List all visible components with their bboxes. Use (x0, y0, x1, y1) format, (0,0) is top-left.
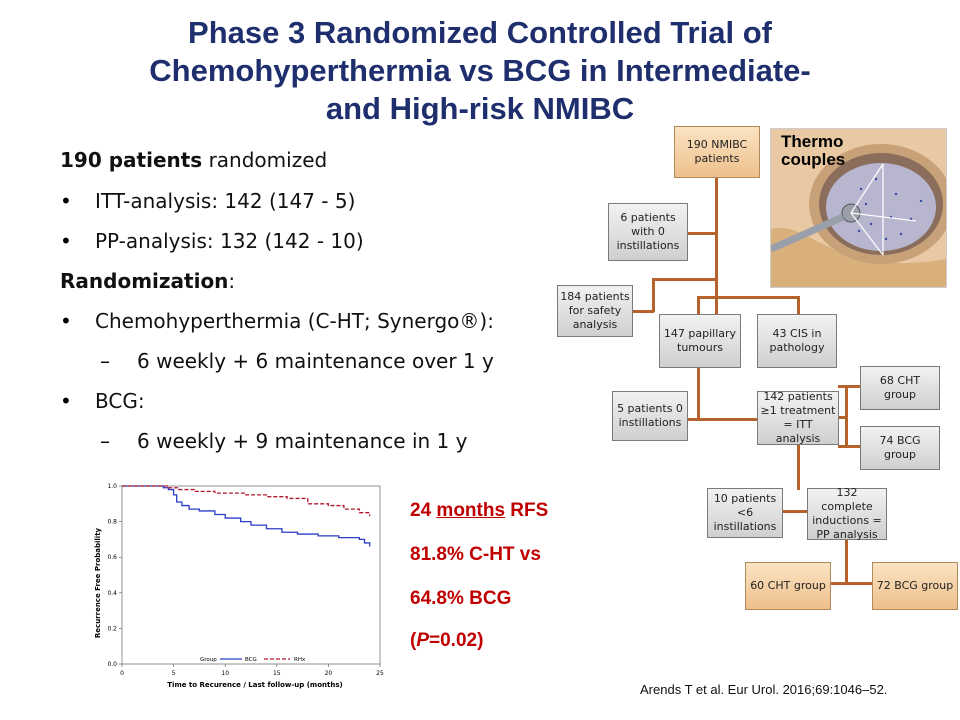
flow-connector (697, 296, 700, 316)
y-tick-label: 0.2 (107, 625, 117, 632)
flow-box-papillary: 147 papillary tumours (659, 314, 741, 368)
x-tick-label: 15 (273, 670, 281, 677)
cht-result: 81.8% C-HT vs (410, 544, 541, 565)
flow-connector (697, 296, 800, 299)
page-title: Phase 3 Randomized Controlled Trial of C… (60, 14, 900, 128)
x-tick-label: 5 (172, 670, 176, 677)
randomization-colon: : (228, 269, 236, 293)
p-value: (P=0.02) (410, 630, 483, 652)
cht-sub-line: 6 weekly + 6 maintenance over 1 y (137, 349, 494, 373)
patients-line: 190 patients randomized (60, 148, 327, 172)
bcg-result: 64.8% BCG (410, 588, 512, 609)
flow-connector (775, 510, 809, 513)
flow-box-cis: 43 CIS in pathology (757, 314, 837, 368)
flow-box-ten: 10 patients <6 instillations (707, 488, 783, 538)
x-axis-label: Time to Recurence / Last follow-up (mont… (167, 681, 342, 689)
flow-box-complete: 132 complete inductions = PP analysis (807, 486, 887, 541)
flow-box-zero-instillations: 6 patients with 0 instillations (608, 203, 688, 261)
y-tick-label: 0.0 (107, 661, 117, 668)
km-chart: Recurrence Free Probability Time to Recu… (94, 483, 384, 689)
flow-box-bcg74: 74 BCG group (860, 426, 940, 470)
flow-connector (652, 278, 655, 312)
cht-line: Chemohyperthermia (C-HT; Synergo®): (95, 309, 494, 333)
y-tick-label: 0.8 (107, 519, 117, 526)
bullet-icon: • (60, 189, 72, 213)
y-tick-label: 0.4 (107, 590, 117, 597)
x-tick-label: 10 (221, 670, 229, 677)
pp-line: PP-analysis: 132 (142 - 10) (95, 229, 364, 253)
itt-line: ITT-analysis: 142 (147 - 5) (95, 189, 356, 213)
flow-connector (630, 310, 654, 313)
x-tick-label: 20 (325, 670, 333, 677)
randomization-heading: Randomization: (60, 269, 235, 293)
legend-label-rhx: RHx (294, 657, 306, 663)
flow-box-cht68: 68 CHT group (860, 366, 940, 410)
bladder-illustration: Thermo couples (770, 128, 947, 288)
couples-label: couples (781, 150, 846, 169)
flow-connector (845, 385, 848, 445)
patients-rest: randomized (202, 148, 328, 172)
flow-box-safety: 184 patients for safety analysis (557, 285, 633, 337)
flow-connector (797, 296, 800, 316)
flow-connector (838, 445, 862, 448)
x-tick-label: 0 (120, 670, 124, 677)
flow-connector (797, 445, 800, 490)
dash-icon: – (100, 429, 110, 453)
bullet-icon: • (60, 309, 72, 333)
y-tick-label: 1.0 (107, 483, 117, 490)
citation: Arends T et al. Eur Urol. 2016;69:1046–5… (640, 682, 888, 697)
y-tick-label: 0.6 (107, 554, 117, 561)
y-axis-label: Recurrence Free Probability (94, 527, 102, 638)
p-rest: =0.02) (429, 630, 484, 651)
patients-count: 190 patients (60, 148, 203, 172)
flow-box-cht60: 60 CHT group (745, 562, 831, 610)
flow-connector (697, 368, 700, 420)
bullet-icon: • (60, 389, 72, 413)
bladder-drawing (771, 129, 946, 287)
bcg-line: BCG: (95, 389, 145, 413)
rfs-prefix: 24 (410, 500, 437, 521)
flow-box-bcg72: 72 BCG group (872, 562, 958, 610)
dash-icon: – (100, 349, 110, 373)
flow-connector (715, 178, 718, 368)
flow-connector (688, 232, 716, 235)
series-line-bcg (122, 485, 371, 547)
flow-connector (838, 385, 862, 388)
title-line-2: Chemohyperthermia vs BCG in Intermediate… (149, 53, 811, 88)
flow-connector (845, 540, 848, 585)
bcg-sub-line: 6 weekly + 9 maintenance in 1 y (137, 429, 468, 453)
thermo-label: Thermo (781, 132, 844, 151)
series-line-rhx (122, 485, 371, 517)
flow-box-190: 190 NMIBC patients (674, 126, 760, 178)
title-line-3: and High-risk NMIBC (325, 91, 635, 126)
bullet-icon: • (60, 229, 72, 253)
plot-frame (121, 485, 381, 665)
p-symbol: P (416, 630, 430, 651)
title-line-1: Phase 3 Randomized Controlled Trial of (188, 15, 772, 50)
legend-title: Group (200, 657, 217, 663)
flow-connector (812, 582, 874, 585)
x-tick-label: 25 (376, 670, 384, 677)
flow-box-itt: 142 patients ≥1 treatment = ITT analysis (757, 390, 839, 445)
p-open: ( (410, 630, 417, 651)
randomization-bold: Randomization (60, 269, 229, 293)
flow-box-five-zero: 5 patients 0 instillations (612, 391, 688, 441)
rfs-months: months (436, 500, 506, 521)
rfs-suffix: RFS (505, 500, 549, 521)
flow-connector (838, 416, 848, 419)
flow-connector (676, 418, 758, 421)
rfs-heading: 24 months RFS (410, 500, 548, 522)
thermocouples-label: Thermo couples (781, 133, 845, 169)
legend-label-bcg: BCG (245, 657, 257, 663)
flow-connector (652, 278, 716, 281)
